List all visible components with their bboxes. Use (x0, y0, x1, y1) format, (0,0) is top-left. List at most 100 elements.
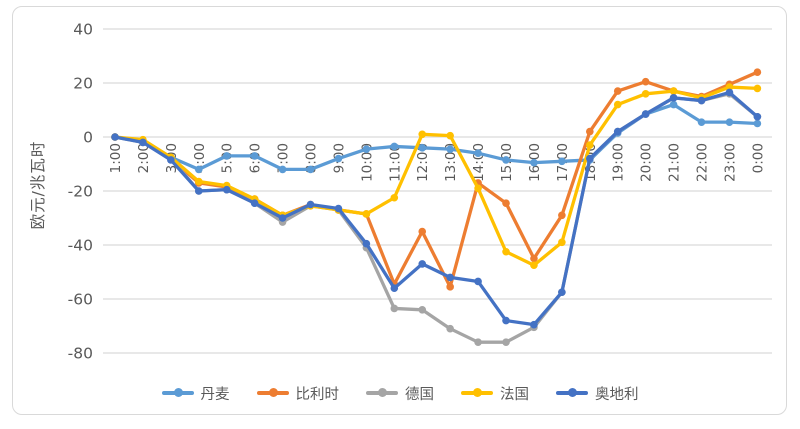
chart-legend: 丹麦 比利时 德国 法国 奥地利 (0, 380, 800, 406)
series-point-austria (222, 185, 231, 194)
series-point-austria (139, 138, 147, 147)
series-point-france (362, 210, 371, 218)
legend-label: 丹麦 (200, 386, 230, 403)
series-point-denmark (222, 152, 231, 160)
x-tick-label: 19:00 (611, 143, 627, 182)
x-tick-label: 7:00 (276, 143, 292, 173)
series-point-belgium (641, 77, 650, 86)
series-point-france (586, 141, 594, 149)
series-point-denmark (446, 145, 454, 153)
series-point-france (502, 247, 510, 256)
y-tick-label: -20 (68, 183, 93, 201)
series-point-denmark (306, 165, 315, 174)
y-tick-label: 0 (83, 129, 93, 147)
series-point-belgium (586, 127, 594, 136)
legend-item-denmark: 丹麦 (161, 383, 230, 404)
series-point-belgium (418, 227, 427, 236)
y-tick-label: -40 (68, 237, 93, 255)
series-point-denmark (362, 145, 371, 153)
series-point-denmark (474, 149, 482, 157)
series-point-austria (446, 273, 454, 282)
series-point-austria (697, 96, 706, 105)
series-point-france (725, 83, 734, 91)
x-tick-label: 21:00 (667, 143, 683, 182)
series-point-belgium (753, 68, 762, 76)
legend-dot-icon (173, 388, 183, 397)
x-tick-label: 10:00 (359, 143, 375, 182)
x-tick-label: 2:00 (136, 143, 152, 173)
series-line-germany (113, 92, 760, 344)
series-line-austria (113, 90, 760, 327)
series-point-france (669, 87, 678, 95)
series-point-germany (502, 338, 510, 347)
series-point-denmark (278, 165, 287, 174)
series-point-austria (725, 88, 734, 97)
series-point-belgium (502, 199, 510, 207)
series-line-france (113, 85, 760, 267)
series-point-france (641, 90, 650, 98)
series-point-austria (194, 187, 203, 195)
legend-dot-icon (378, 388, 387, 397)
x-tick-label: 23:00 (722, 143, 738, 182)
x-tick-label: 20:00 (639, 143, 655, 182)
series-point-austria (111, 133, 119, 141)
series-point-france (474, 184, 482, 193)
legend-label: 奥地利 (595, 386, 639, 403)
series-point-belgium (613, 87, 622, 95)
series-point-germany (446, 324, 454, 333)
series-point-france (390, 193, 399, 202)
y-tick-label: 40 (73, 21, 93, 39)
series-point-denmark (697, 118, 706, 126)
series-point-denmark (669, 100, 678, 109)
legend-marker-icon-denmark (161, 388, 194, 398)
series-point-austria (334, 204, 343, 213)
series-point-denmark (502, 156, 510, 164)
legend-item-france: 法国 (461, 383, 529, 404)
legend-item-belgium: 比利时 (256, 383, 340, 404)
series-point-denmark (334, 154, 343, 163)
series-point-austria (362, 239, 371, 248)
series-point-austria (306, 200, 315, 209)
legend-label: 比利时 (295, 386, 340, 403)
series-point-france (446, 131, 454, 140)
series-point-denmark (530, 158, 538, 167)
series-point-austria (753, 112, 762, 121)
series-point-germany (418, 306, 427, 314)
series-point-belgium (530, 254, 538, 263)
series-point-austria (474, 277, 482, 286)
chart-card (12, 6, 787, 415)
legend-marker-icon-france (461, 388, 493, 398)
series-point-austria (278, 214, 287, 222)
x-tick-label: 14:00 (471, 143, 487, 182)
series-point-denmark (194, 165, 203, 174)
series-point-france (558, 238, 566, 247)
legend-marker-icon-austria (556, 388, 588, 398)
series-point-austria (390, 284, 399, 293)
series-point-austria (669, 94, 678, 102)
series-point-austria (250, 199, 259, 207)
x-tick-label: 11:00 (387, 143, 403, 182)
series-point-denmark (418, 144, 427, 152)
legend-label: 法国 (500, 386, 529, 403)
y-tick-label: 20 (73, 75, 93, 93)
legend-marker-icon-germany (366, 388, 398, 398)
series-point-france (194, 177, 203, 186)
x-tick-label: 12:00 (415, 143, 431, 182)
series-point-austria (530, 320, 538, 329)
series-point-austria (641, 110, 650, 118)
series-point-france (613, 100, 622, 109)
series-point-germany (474, 338, 482, 347)
legend-item-austria: 奥地利 (556, 383, 639, 404)
x-tick-label: 0:00 (750, 143, 766, 173)
series-point-austria (613, 127, 622, 136)
series-point-france (418, 130, 427, 139)
series-point-austria (558, 288, 566, 297)
y-tick-label: -60 (68, 291, 93, 309)
x-tick-label: 1:00 (108, 143, 124, 173)
series-point-austria (502, 316, 510, 325)
legend-dot-icon (268, 388, 278, 397)
series-point-austria (418, 260, 427, 268)
legend-marker-icon-belgium (256, 388, 289, 398)
